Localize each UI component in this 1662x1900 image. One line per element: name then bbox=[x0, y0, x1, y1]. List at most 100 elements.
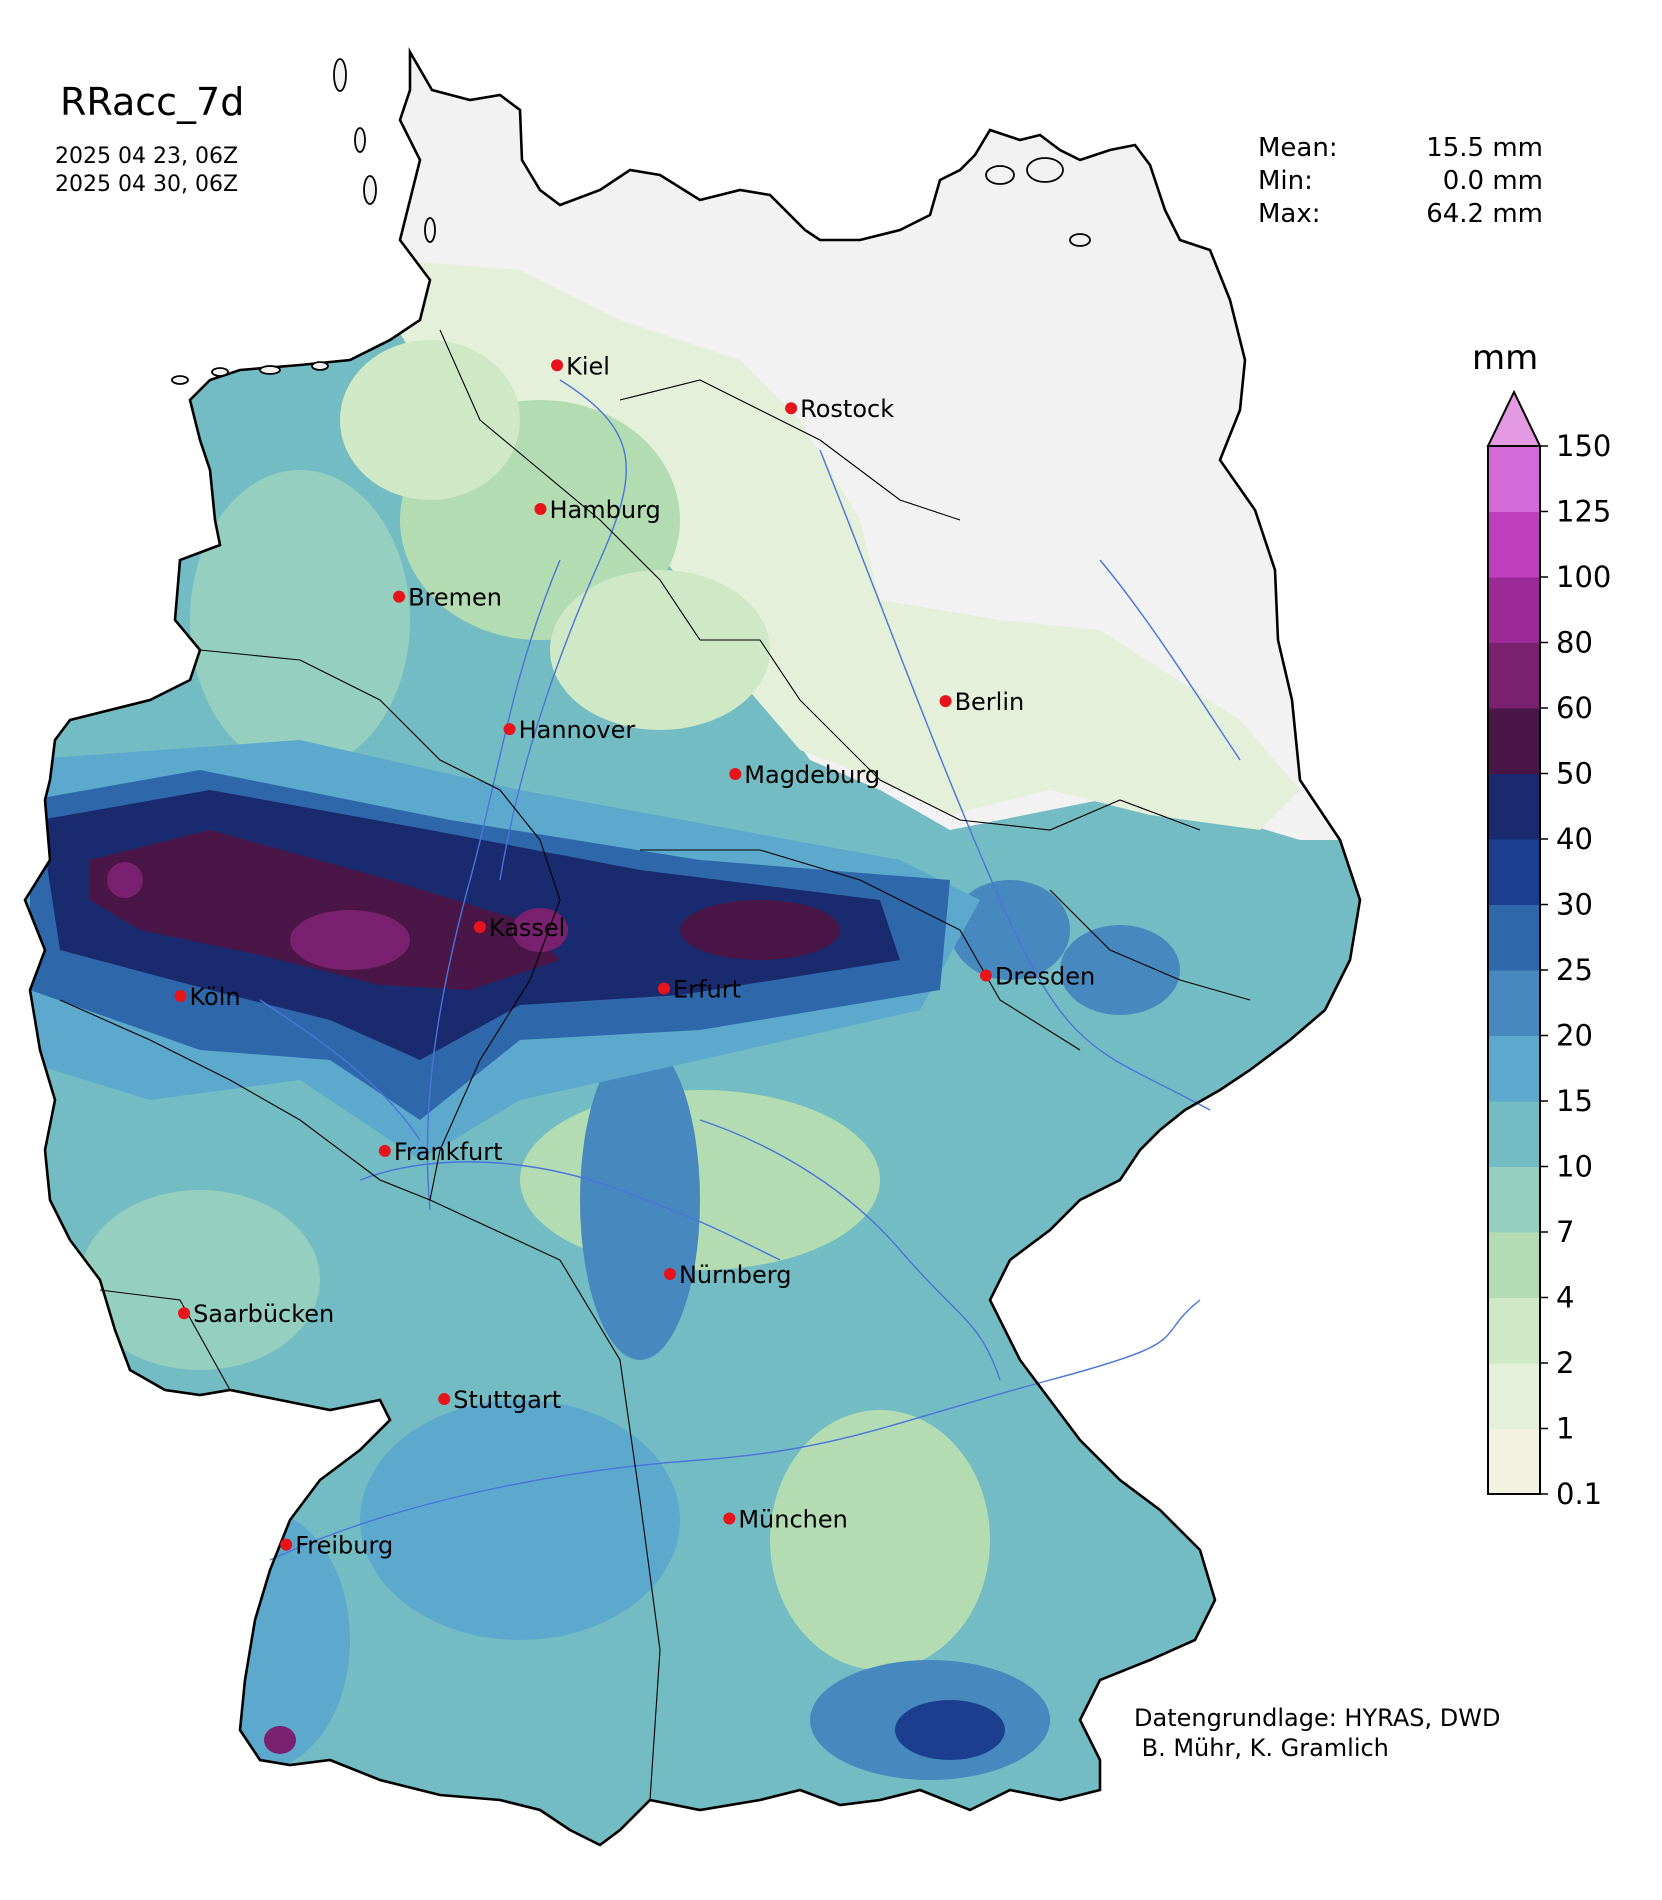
colorbar-tick-label: 60 bbox=[1556, 691, 1593, 725]
city-marker: Hamburg bbox=[534, 496, 661, 524]
city-marker: Nürnberg bbox=[663, 1261, 792, 1289]
colorbar-segment bbox=[1488, 1297, 1540, 1364]
city-label: Kiel bbox=[566, 352, 610, 380]
city-dot bbox=[663, 1268, 676, 1281]
colorbar-tick-label: 15 bbox=[1556, 1084, 1593, 1118]
city-label: Köln bbox=[190, 983, 241, 1011]
data-credit: Datengrundlage: HYRAS, DWD B. Mühr, K. G… bbox=[1134, 1703, 1500, 1763]
colorbar-segment bbox=[1488, 1363, 1540, 1429]
city-label: Nürnberg bbox=[679, 1261, 792, 1289]
stat-mean: Mean: 15.5 mm bbox=[1258, 132, 1543, 165]
stat-value: 0.0 mm bbox=[1442, 166, 1543, 196]
colorbar-unit: mm bbox=[1472, 338, 1539, 378]
city-marker: Rostock bbox=[785, 395, 894, 423]
city-marker: Köln bbox=[174, 983, 241, 1011]
colorbar-segment bbox=[1488, 1035, 1540, 1102]
city-marker: Bremen bbox=[393, 584, 502, 612]
colorbar-segment bbox=[1488, 1101, 1540, 1167]
colorbar-tick-label: 50 bbox=[1556, 757, 1593, 791]
state-borders bbox=[59, 329, 1251, 1801]
city-dot bbox=[979, 969, 992, 982]
stat-label: Mean: bbox=[1258, 133, 1338, 163]
colorbar-tick-label: 100 bbox=[1556, 560, 1611, 594]
colorbar-segment bbox=[1488, 839, 1540, 905]
city-label: Dresden bbox=[995, 962, 1095, 990]
colorbar-tick-label: 0.1 bbox=[1556, 1477, 1602, 1511]
islands bbox=[171, 58, 1091, 385]
colorbar-segment bbox=[1488, 1166, 1540, 1233]
colorbar-tick-label: 30 bbox=[1556, 888, 1593, 922]
city-label: München bbox=[738, 1505, 848, 1533]
colorbar-segment bbox=[1488, 970, 1540, 1036]
city-marker: Frankfurt bbox=[378, 1138, 503, 1166]
stat-min: Min: 0.0 mm bbox=[1258, 165, 1543, 198]
city-dot bbox=[438, 1393, 451, 1406]
city-label: Hamburg bbox=[549, 496, 660, 524]
city-markers: Kiel Rostock Hamburg Bremen Berlin Hannover Ma… bbox=[174, 352, 1095, 1560]
colorbar-tick-label: 7 bbox=[1556, 1215, 1574, 1249]
city-marker: Magdeburg bbox=[729, 761, 880, 789]
colorbar-segment bbox=[1488, 773, 1540, 840]
city-dot bbox=[658, 982, 671, 995]
colorbar-segment bbox=[1488, 446, 1540, 512]
city-dot bbox=[729, 767, 742, 780]
city-label: Berlin bbox=[955, 688, 1025, 716]
statistics-panel: Mean: 15.5 mm Min: 0.0 mm Max: 64.2 mm bbox=[1258, 132, 1543, 231]
city-label: Magdeburg bbox=[744, 761, 880, 789]
city-dot bbox=[393, 590, 406, 603]
colorbar-extend bbox=[1486, 389, 1542, 447]
colorbar-tick-label: 125 bbox=[1556, 495, 1611, 529]
stat-label: Max: bbox=[1258, 199, 1321, 229]
city-marker: Erfurt bbox=[658, 976, 741, 1004]
city-label: Bremen bbox=[408, 584, 502, 612]
colorbar-segment bbox=[1488, 577, 1540, 643]
city-label: Kassel bbox=[489, 914, 565, 942]
colorbar-segment bbox=[1488, 511, 1540, 578]
city-marker: München bbox=[723, 1505, 848, 1533]
city-dot bbox=[551, 359, 564, 372]
city-dot bbox=[534, 502, 547, 515]
colorbar-segment bbox=[1488, 642, 1540, 709]
city-label: Saarbücken bbox=[193, 1300, 334, 1328]
city-label: Hannover bbox=[519, 716, 636, 744]
colorbar-segment bbox=[1488, 708, 1540, 774]
city-dot bbox=[939, 695, 952, 708]
city-dot bbox=[378, 1144, 391, 1157]
colorbar-tick-label: 80 bbox=[1556, 626, 1593, 660]
stat-max: Max: 64.2 mm bbox=[1258, 198, 1543, 231]
credit-line-1: Datengrundlage: HYRAS, DWD bbox=[1134, 1704, 1501, 1732]
colorbar-tick-label: 150 bbox=[1556, 429, 1611, 463]
city-marker: Kassel bbox=[473, 914, 565, 942]
colorbar-tick-label: 10 bbox=[1556, 1150, 1593, 1184]
colorbar-tick-label: 1 bbox=[1556, 1412, 1574, 1446]
city-dot bbox=[503, 723, 516, 736]
city-dot bbox=[178, 1307, 191, 1320]
end-date: 2025 04 30, 06Z bbox=[55, 172, 239, 197]
credit-line-2: B. Mühr, K. Gramlich bbox=[1134, 1734, 1389, 1762]
city-marker: Hannover bbox=[503, 716, 636, 744]
colorbar-segment bbox=[1488, 1232, 1540, 1298]
start-date: 2025 04 23, 06Z bbox=[55, 144, 239, 169]
city-marker: Kiel bbox=[551, 352, 610, 380]
city-dot bbox=[473, 920, 486, 933]
city-dot bbox=[174, 990, 187, 1002]
city-dot bbox=[785, 402, 798, 415]
colorbar-tick-label: 2 bbox=[1556, 1346, 1574, 1380]
colorbar: 0.1 1 2 4 7 10 15 20 25 30 40 50 60 80 100 125 150 bbox=[1486, 389, 1611, 1511]
stat-value: 15.5 mm bbox=[1426, 133, 1543, 163]
city-label: Freiburg bbox=[295, 1532, 393, 1560]
colorbar-tick-label: 25 bbox=[1556, 953, 1593, 987]
city-dot bbox=[723, 1512, 736, 1525]
city-label: Frankfurt bbox=[394, 1138, 503, 1166]
country-border bbox=[23, 47, 1362, 1847]
date-range: 2025 04 23, 06Z 2025 04 30, 06Z bbox=[55, 143, 238, 199]
city-marker: Berlin bbox=[939, 688, 1025, 716]
city-marker: Freiburg bbox=[280, 1532, 393, 1560]
colorbar-segment bbox=[1488, 904, 1540, 971]
map-title: RRacc_7d bbox=[60, 80, 245, 124]
city-label: Rostock bbox=[800, 395, 894, 423]
city-dot bbox=[280, 1538, 293, 1551]
